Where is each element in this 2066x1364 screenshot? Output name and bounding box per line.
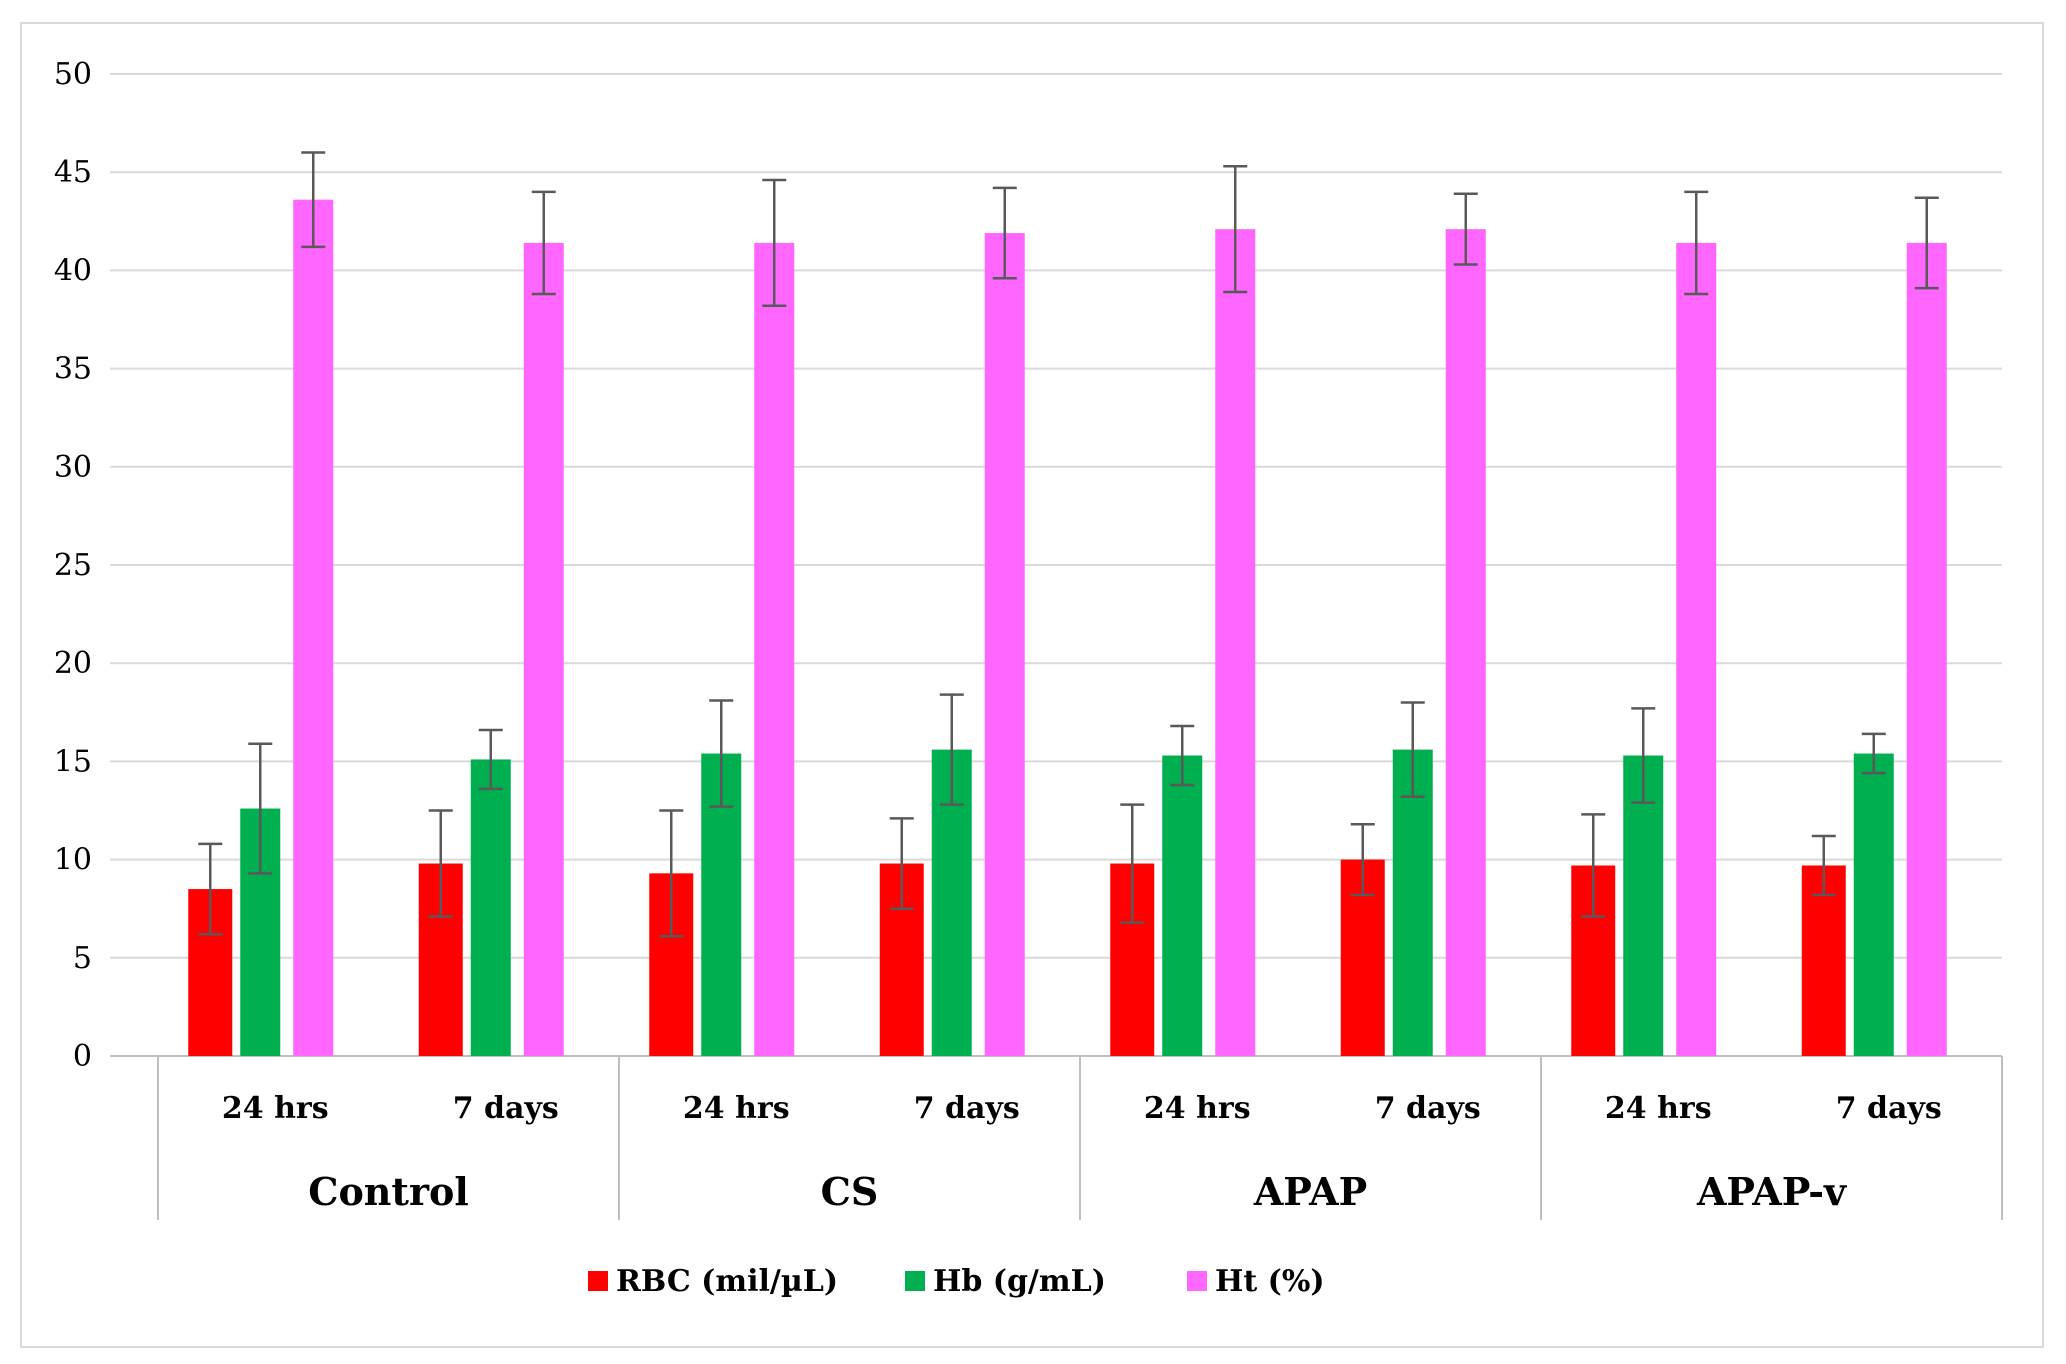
group-label: APAP-v [1696,1169,1848,1214]
x-tick-label: 7 days [1375,1091,1481,1126]
bar-ht [1445,229,1486,1056]
y-tick-label: 45 [54,155,92,190]
legend-swatch-hb [905,1271,925,1291]
bar-hb [1392,749,1433,1056]
y-tick-label: 5 [73,941,92,976]
bar-hb [1623,755,1664,1056]
legend-label: Ht (%) [1215,1264,1325,1299]
bar-ht [523,242,564,1057]
bar-hb [1853,753,1894,1056]
x-tick-label: 7 days [453,1091,559,1126]
x-tick-label: 24 hrs [222,1091,329,1126]
x-tick-label: 7 days [914,1091,1020,1126]
group-label: Control [308,1169,469,1214]
y-tick-label: 20 [54,646,92,681]
legend-swatch-rbc [588,1271,608,1291]
group-label: CS [821,1169,879,1214]
chart-frame [20,22,2044,1348]
x-tick-label: 7 days [1836,1091,1942,1126]
x-tick-label: 24 hrs [1605,1091,1712,1126]
bar-rbc [1801,865,1846,1056]
y-tick-label: 25 [54,548,92,583]
bar-hb [470,759,511,1056]
bar-ht [293,199,334,1057]
bar-ht [754,242,795,1057]
bar-ht [1906,242,1947,1057]
legend-swatch-ht [1187,1271,1207,1291]
legend-label: Hb (g/mL) [933,1264,1106,1299]
bar-ht [984,233,1025,1057]
x-tick-label: 24 hrs [683,1091,790,1126]
x-tick-label: 24 hrs [1144,1091,1251,1126]
y-tick-label: 50 [54,57,92,92]
bar-ht [1676,242,1717,1057]
y-tick-label: 15 [54,744,92,779]
bar-hb [1162,755,1203,1056]
y-tick-label: 30 [54,450,92,485]
y-tick-label: 0 [73,1039,92,1074]
y-tick-label: 35 [54,352,92,387]
bar-ht [1215,229,1256,1056]
y-tick-label: 10 [54,843,92,878]
legend-label: RBC (mil/µL) [616,1264,838,1299]
y-tick-label: 40 [54,253,92,288]
group-label: APAP [1253,1169,1367,1214]
